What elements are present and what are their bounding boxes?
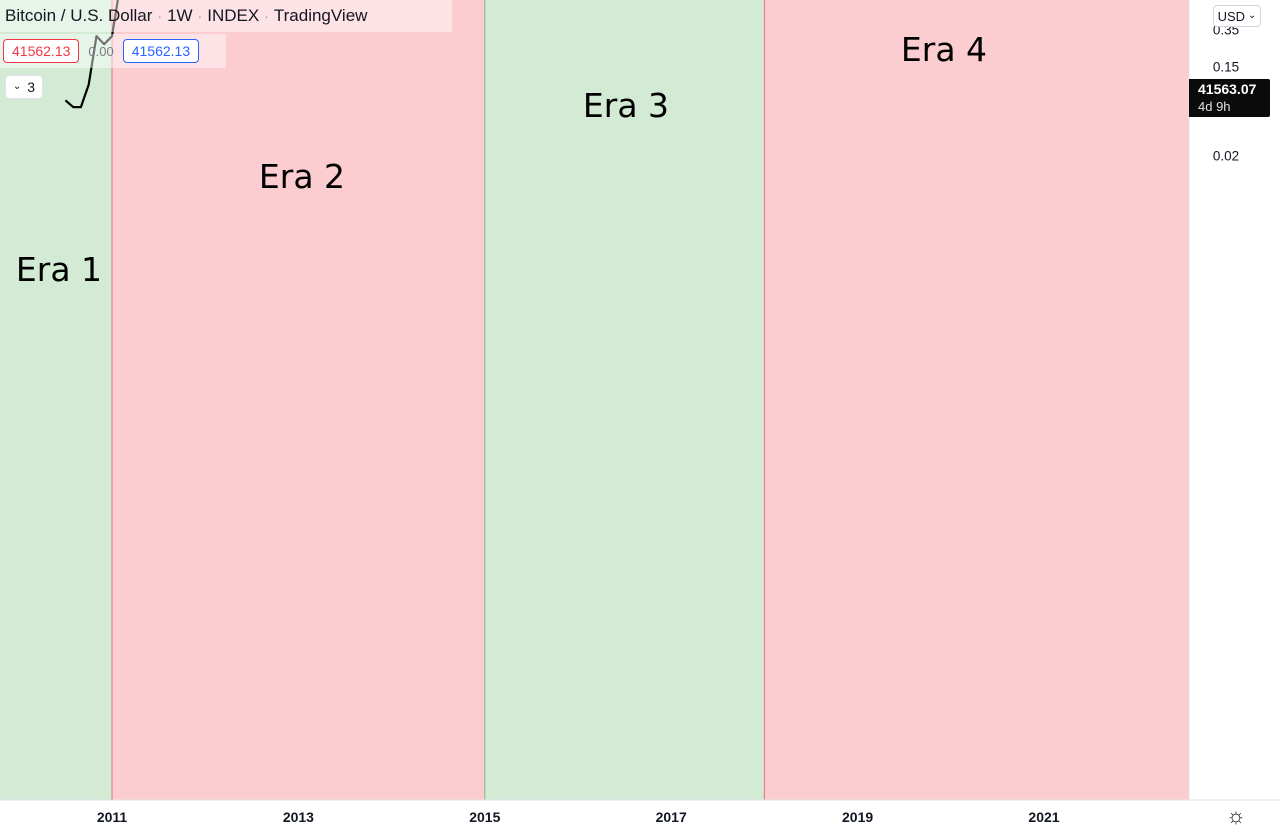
source-label: TradingView bbox=[273, 6, 368, 25]
sell-price-button[interactable]: 41562.13 bbox=[3, 39, 80, 63]
indicators-toggle-button[interactable]: ⌄ 3 bbox=[5, 75, 43, 99]
x-tick-label: 2017 bbox=[656, 809, 687, 825]
x-tick-label: 2019 bbox=[842, 809, 873, 825]
price-axis[interactable] bbox=[1189, 0, 1280, 800]
time-axis[interactable] bbox=[0, 800, 1280, 832]
symbol-header[interactable]: Bitcoin / U.S. Dollar · 1W · INDEX · Tra… bbox=[0, 0, 452, 32]
x-tick-label: 2011 bbox=[97, 809, 128, 825]
symbol-name: Bitcoin / U.S. Dollar bbox=[5, 6, 153, 25]
bar-countdown: 4d 9h bbox=[1198, 99, 1231, 114]
era-label: Era 2 bbox=[259, 157, 345, 196]
buy-price-button[interactable]: 41562.13 bbox=[122, 39, 200, 63]
price-row: 41562.13 0.00 41562.13 bbox=[0, 34, 226, 68]
separator-dot: · bbox=[197, 8, 203, 24]
x-tick-label: 2021 bbox=[1028, 809, 1059, 825]
era-label: Era 1 bbox=[16, 250, 102, 289]
era-label: Era 4 bbox=[901, 30, 987, 69]
indicator-count: 3 bbox=[27, 79, 36, 95]
exchange-label: INDEX bbox=[207, 6, 260, 25]
era-band bbox=[0, 0, 112, 800]
chevron-down-icon: ⌄ bbox=[1248, 10, 1257, 21]
separator-dot: · bbox=[264, 8, 269, 24]
x-tick-label: 2013 bbox=[283, 809, 314, 825]
era-band bbox=[764, 0, 1189, 800]
price-change: 0.00 bbox=[88, 43, 114, 59]
last-price-label: 41563.07 4d 9h bbox=[1189, 79, 1270, 117]
x-tick-label: 2015 bbox=[469, 809, 500, 825]
currency-select[interactable]: USD ⌄ bbox=[1213, 5, 1261, 27]
era-label: Era 3 bbox=[583, 86, 669, 125]
y-tick-label: 0.15 bbox=[1213, 60, 1239, 75]
era-band bbox=[484, 0, 765, 800]
gear-icon[interactable]: ☼ bbox=[1225, 803, 1247, 828]
currency-label: USD bbox=[1217, 8, 1246, 24]
separator-dot: · bbox=[157, 8, 163, 24]
last-price-value: 41563.07 bbox=[1198, 81, 1257, 97]
interval-label: 1W bbox=[167, 6, 193, 25]
era-band bbox=[112, 0, 485, 800]
y-tick-label: 0.02 bbox=[1213, 148, 1239, 163]
chevron-down-icon: ⌄ bbox=[12, 81, 22, 92]
